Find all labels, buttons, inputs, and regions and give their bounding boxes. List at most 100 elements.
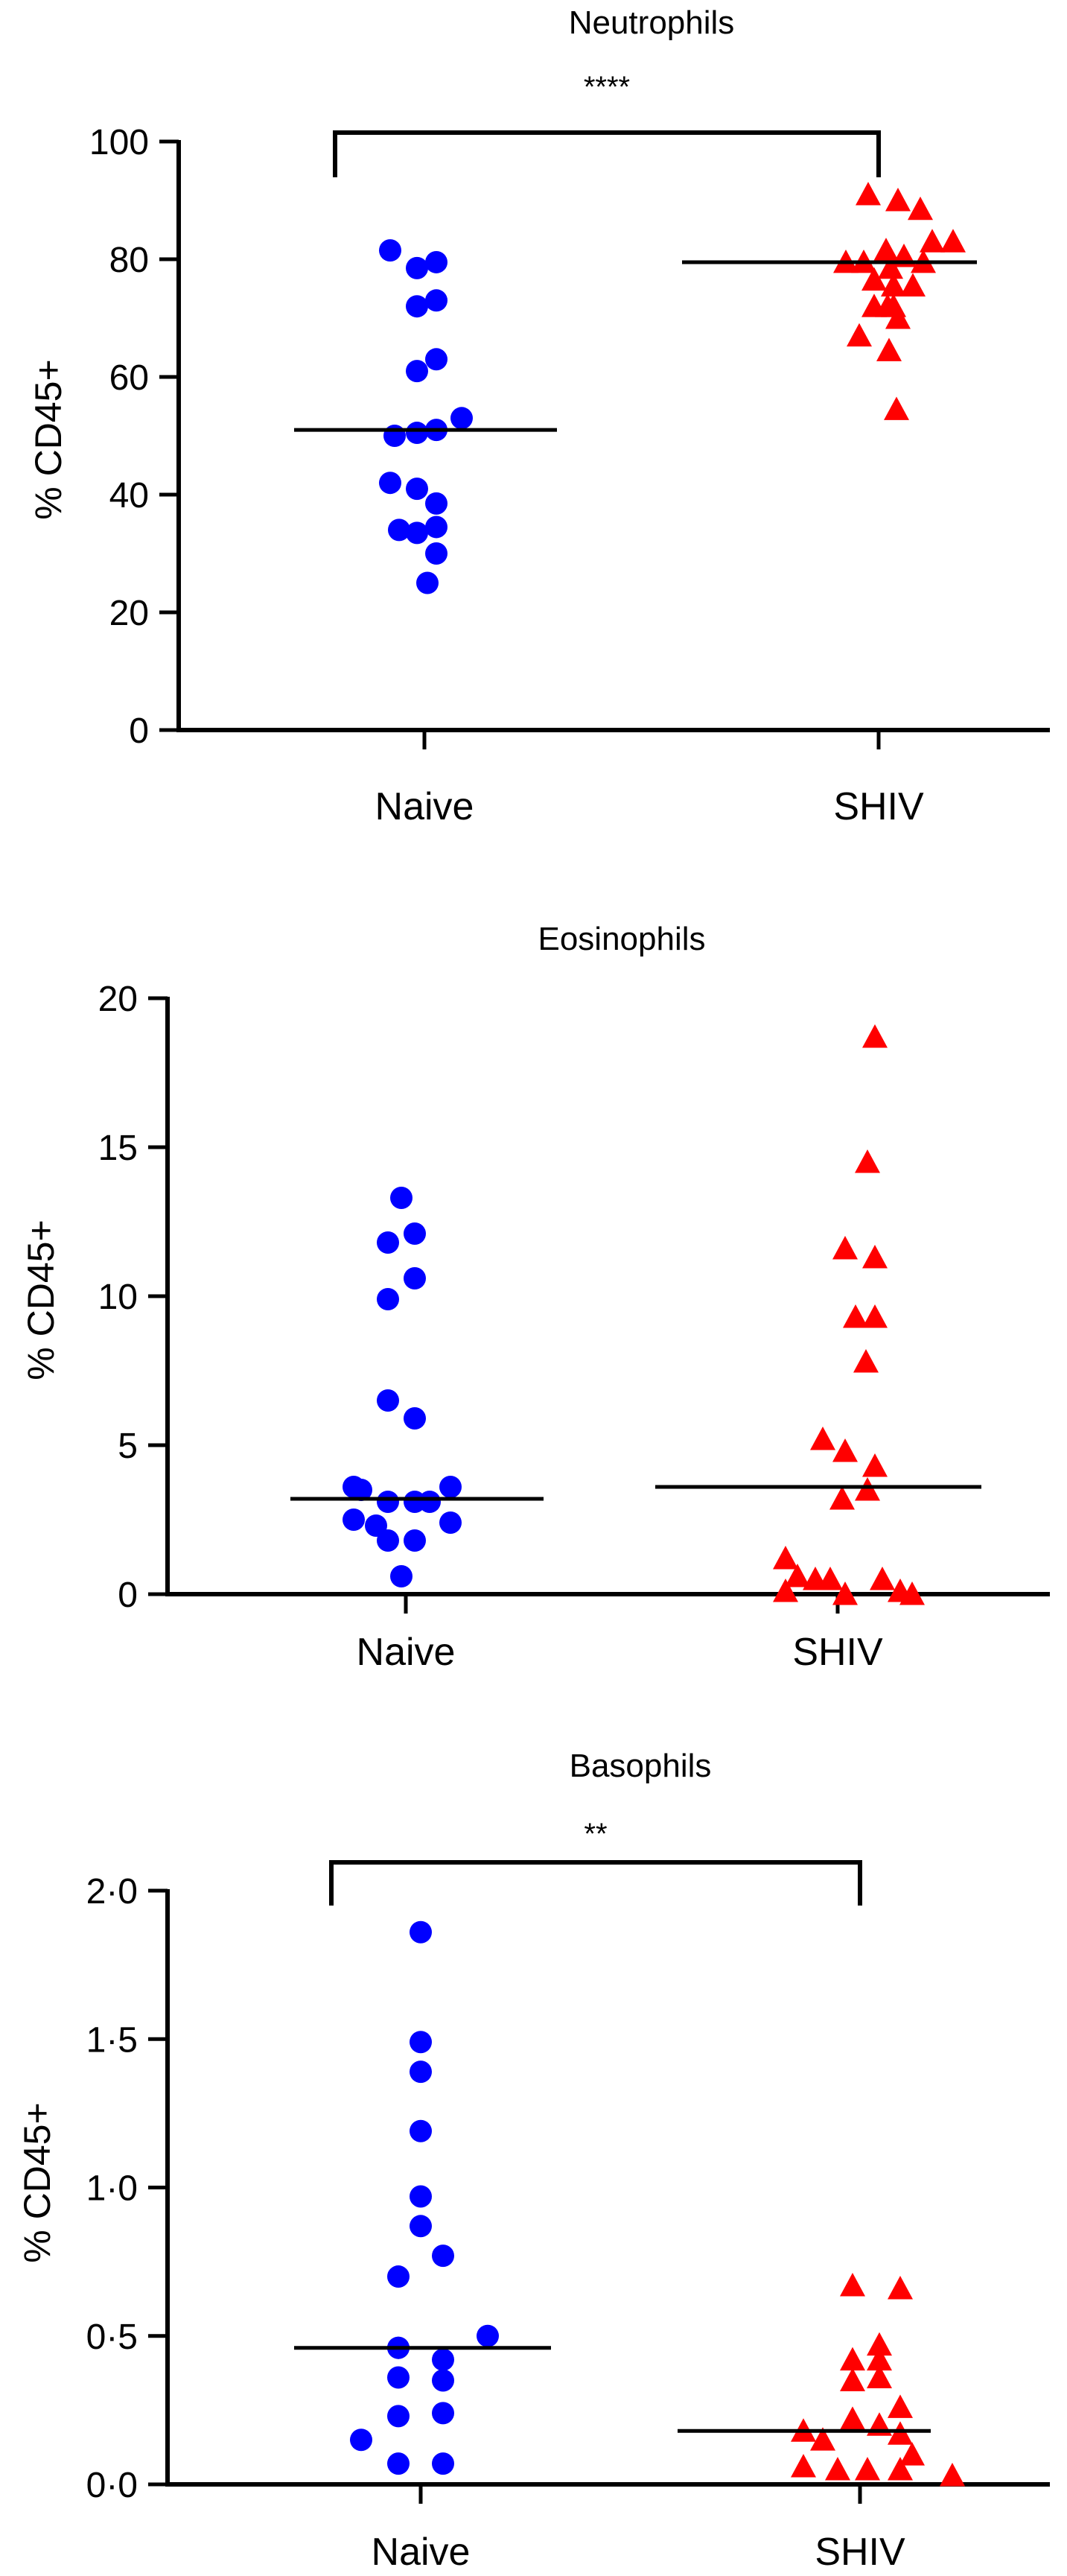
y-tick-label: 0 (129, 711, 149, 751)
data-point (410, 2031, 432, 2054)
data-point (343, 1509, 365, 1531)
data-point (406, 521, 428, 545)
y-axis-label: % CD45+ (20, 1219, 62, 1380)
y-tick-label: 20 (109, 594, 149, 633)
y-tick-label: 0·5 (86, 2318, 138, 2357)
x-tick-label: SHIV (833, 785, 924, 828)
data-point (862, 1304, 888, 1328)
data-point (390, 1565, 413, 1587)
data-point (410, 2119, 432, 2142)
data-point (406, 295, 428, 318)
data-point (432, 2452, 454, 2475)
data-point (387, 2366, 410, 2389)
data-point (867, 2332, 892, 2356)
data-point (418, 1491, 441, 1513)
data-point (387, 2405, 410, 2428)
data-point (818, 1567, 843, 1590)
data-point (861, 267, 887, 291)
data-point (425, 542, 447, 565)
data-point (410, 1920, 432, 1944)
y-tick-label: 100 (89, 123, 149, 162)
data-point (432, 2348, 454, 2371)
data-point (853, 1349, 879, 1373)
data-point (406, 360, 428, 383)
data-point (377, 1288, 399, 1310)
y-tick-label: 0·0 (86, 2466, 138, 2505)
y-tick-label: 15 (98, 1129, 138, 1168)
significance-bracket (333, 130, 881, 177)
data-point (379, 472, 401, 495)
data-point (439, 1476, 462, 1498)
data-point (870, 1567, 895, 1590)
data-point (855, 1149, 880, 1173)
data-point (365, 1514, 387, 1537)
data-point (867, 2364, 892, 2388)
y-tick-label: 40 (109, 476, 149, 515)
data-point (908, 196, 933, 221)
data-point (900, 273, 926, 296)
significance-bracket (329, 1860, 862, 1906)
data-point (856, 182, 881, 206)
data-point (829, 1486, 855, 1510)
data-point (791, 2454, 816, 2478)
data-point (432, 2369, 454, 2392)
data-point (439, 1511, 462, 1534)
data-point (825, 2457, 850, 2481)
data-point (410, 2215, 432, 2238)
x-tick-label: Naive (375, 785, 474, 828)
data-point (477, 2324, 499, 2347)
data-point (377, 1529, 399, 1552)
data-point (377, 1491, 399, 1513)
data-point (404, 1407, 426, 1430)
data-point (810, 2427, 835, 2451)
data-point (920, 229, 945, 253)
y-axis-label: % CD45+ (16, 2102, 58, 2262)
data-point (425, 492, 447, 515)
data-point (884, 396, 909, 420)
data-point (840, 2367, 865, 2391)
data-point (425, 250, 447, 273)
data-point (940, 2463, 965, 2487)
data-point (885, 188, 911, 212)
data-point (899, 2442, 925, 2466)
x-tick-label: Naive (357, 1631, 456, 1674)
data-point (432, 2402, 454, 2425)
data-point (832, 1438, 858, 1462)
y-axis-label: % CD45+ (28, 359, 69, 519)
data-point (404, 1267, 426, 1289)
chart-title: Neutrophils (569, 4, 735, 41)
data-point (350, 1479, 372, 1501)
data-point (410, 2185, 432, 2208)
chart-title: Eosinophils (538, 921, 705, 957)
data-point (873, 238, 899, 261)
x-tick-label: SHIV (815, 2531, 905, 2574)
data-point (867, 2347, 892, 2371)
data-point (785, 1564, 810, 1587)
data-point (855, 1477, 880, 1501)
data-point (888, 2421, 913, 2445)
data-point (881, 273, 906, 296)
x-tick-label: Naive (372, 2531, 471, 2574)
y-tick-label: 10 (98, 1278, 138, 1317)
data-point (773, 1546, 798, 1570)
y-tick-label: 1·0 (86, 2169, 138, 2209)
y-tick-label: 20 (98, 980, 138, 1019)
significance-label: ** (584, 1818, 607, 1850)
y-tick-label: 5 (118, 1427, 138, 1466)
data-point (387, 2265, 410, 2288)
data-point (388, 518, 410, 542)
data-point (888, 2394, 913, 2418)
data-point (406, 478, 428, 501)
chart-title: Basophils (570, 1748, 712, 1784)
data-point (832, 1582, 858, 1605)
data-point (940, 229, 966, 253)
x-tick-label: SHIV (792, 1631, 883, 1674)
data-point (876, 337, 902, 361)
data-point (432, 2245, 454, 2268)
data-point (425, 289, 447, 312)
data-point (383, 425, 406, 447)
data-point (377, 1389, 399, 1412)
data-point (406, 422, 428, 445)
data-point (862, 1453, 888, 1477)
